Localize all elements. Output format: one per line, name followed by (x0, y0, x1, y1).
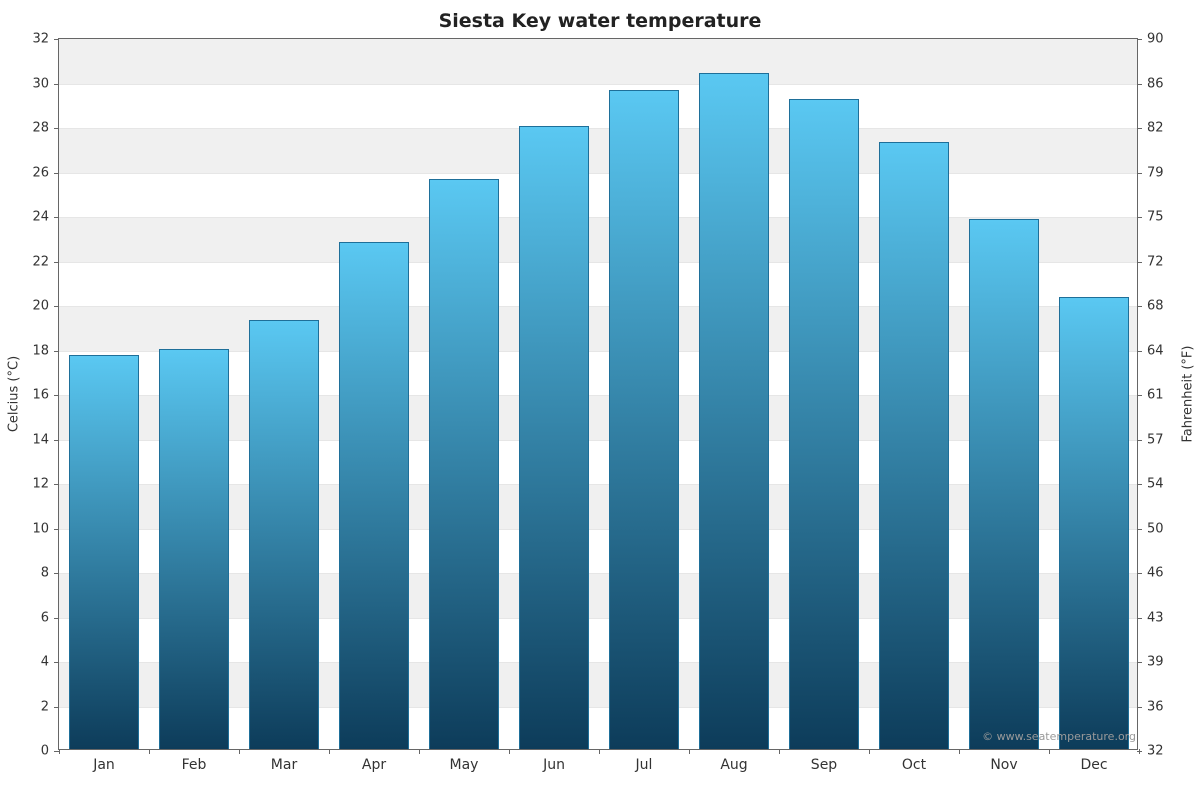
y-tick-label-celsius: 8 (41, 566, 59, 581)
grid-band (59, 39, 1137, 84)
x-tick-mark (1139, 749, 1140, 754)
y-tick-label-celsius: 30 (32, 76, 59, 91)
water-temperature-chart: Siesta Key water temperature 03223643964… (0, 0, 1200, 800)
y-tick-label-fahrenheit: 72 (1137, 254, 1164, 269)
x-tick-label: Feb (182, 749, 207, 773)
y-tick-label-celsius: 24 (32, 210, 59, 225)
y-tick-label-fahrenheit: 39 (1137, 655, 1164, 670)
x-tick-label: Jan (93, 749, 115, 773)
gridline (59, 217, 1137, 218)
bar (339, 242, 409, 749)
y-tick-label-fahrenheit: 64 (1137, 343, 1164, 358)
x-tick-mark (869, 749, 870, 754)
bar (249, 320, 319, 749)
y-tick-label-celsius: 20 (32, 299, 59, 314)
bar (699, 73, 769, 749)
y-tick-label-fahrenheit: 75 (1137, 210, 1164, 225)
bar (969, 219, 1039, 749)
x-tick-mark (239, 749, 240, 754)
gridline (59, 84, 1137, 85)
y-tick-label-celsius: 32 (32, 32, 59, 47)
y-tick-label-fahrenheit: 54 (1137, 477, 1164, 492)
y-tick-label-celsius: 12 (32, 477, 59, 492)
y-tick-label-celsius: 0 (41, 744, 59, 759)
bar (519, 126, 589, 749)
x-tick-label: Aug (720, 749, 747, 773)
x-tick-label: Nov (990, 749, 1017, 773)
y-tick-label-fahrenheit: 61 (1137, 388, 1164, 403)
x-tick-label: Dec (1080, 749, 1107, 773)
x-tick-mark (599, 749, 600, 754)
bar (1059, 297, 1129, 749)
x-tick-label: Mar (271, 749, 297, 773)
x-tick-mark (959, 749, 960, 754)
x-tick-mark (689, 749, 690, 754)
x-tick-mark (509, 749, 510, 754)
y-tick-label-fahrenheit: 32 (1137, 744, 1164, 759)
x-tick-label: Jul (636, 749, 653, 773)
y-tick-label-fahrenheit: 82 (1137, 121, 1164, 136)
x-tick-mark (779, 749, 780, 754)
chart-title: Siesta Key water temperature (0, 10, 1200, 32)
y-tick-label-celsius: 16 (32, 388, 59, 403)
bar (429, 179, 499, 749)
y-tick-label-celsius: 26 (32, 165, 59, 180)
y-tick-label-fahrenheit: 36 (1137, 699, 1164, 714)
x-tick-mark (1049, 749, 1050, 754)
y-tick-label-celsius: 6 (41, 610, 59, 625)
x-tick-label: Oct (902, 749, 926, 773)
y-tick-label-fahrenheit: 68 (1137, 299, 1164, 314)
plot-area: 0322364396438461050125414571661186420682… (58, 38, 1138, 750)
x-tick-mark (329, 749, 330, 754)
y-tick-label-fahrenheit: 43 (1137, 610, 1164, 625)
y-tick-label-fahrenheit: 50 (1137, 521, 1164, 536)
y-tick-label-fahrenheit: 46 (1137, 566, 1164, 581)
y-tick-label-fahrenheit: 57 (1137, 432, 1164, 447)
x-tick-mark (419, 749, 420, 754)
x-tick-label: Apr (362, 749, 386, 773)
x-tick-mark (149, 749, 150, 754)
x-tick-label: Jun (543, 749, 565, 773)
bar (159, 349, 229, 750)
x-tick-label: Sep (811, 749, 837, 773)
y-tick-label-celsius: 28 (32, 121, 59, 136)
x-tick-label: May (450, 749, 479, 773)
y-tick-label-fahrenheit: 90 (1137, 32, 1164, 47)
y-tick-label-celsius: 10 (32, 521, 59, 536)
gridline (59, 173, 1137, 174)
credit-text: © www.seatemperature.org (982, 730, 1136, 743)
bar (789, 99, 859, 749)
y-axis-label-fahrenheit: Fahrenheit (°F) (1181, 346, 1196, 443)
y-axis-label-celsius: Celcius (°C) (7, 356, 22, 432)
y-tick-label-celsius: 14 (32, 432, 59, 447)
y-tick-label-celsius: 22 (32, 254, 59, 269)
bar (69, 355, 139, 749)
gridline (59, 128, 1137, 129)
y-tick-label-fahrenheit: 86 (1137, 76, 1164, 91)
x-tick-mark (59, 749, 60, 754)
y-tick-label-celsius: 18 (32, 343, 59, 358)
y-tick-label-celsius: 2 (41, 699, 59, 714)
grid-band (59, 128, 1137, 173)
bar (609, 90, 679, 749)
y-tick-label-fahrenheit: 79 (1137, 165, 1164, 180)
y-tick-label-celsius: 4 (41, 655, 59, 670)
bar (879, 142, 949, 749)
